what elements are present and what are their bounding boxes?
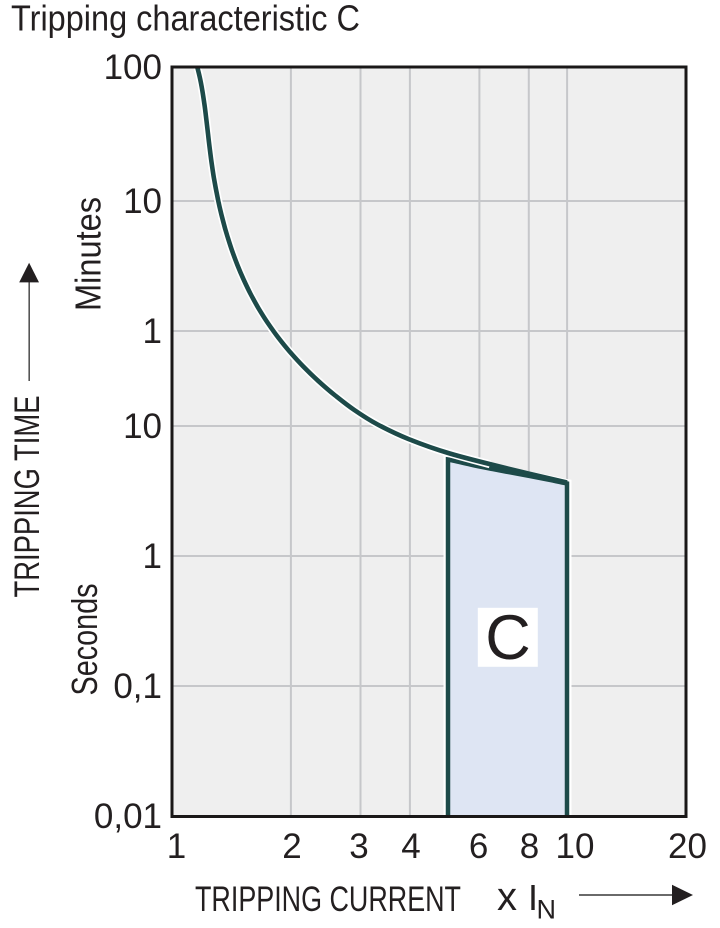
svg-text:3: 3 [349,827,368,866]
svg-text:10: 10 [123,182,162,221]
svg-text:Minutes: Minutes [68,197,109,311]
svg-text:x: x [497,875,517,919]
svg-text:I: I [528,877,538,918]
svg-text:TRIPPING CURRENT: TRIPPING CURRENT [195,879,461,919]
svg-text:6: 6 [469,827,488,866]
svg-text:20: 20 [668,827,707,866]
svg-text:0,1: 0,1 [113,667,162,706]
svg-text:C: C [485,603,531,673]
svg-text:0,01: 0,01 [94,797,162,836]
svg-text:2: 2 [282,827,301,866]
svg-text:10: 10 [556,827,595,866]
svg-text:100: 100 [104,48,162,87]
svg-text:TRIPPING TIME: TRIPPING TIME [7,396,47,598]
svg-text:8: 8 [520,827,539,866]
svg-text:1: 1 [167,827,186,866]
svg-text:1: 1 [143,537,162,576]
svg-text:Tripping characteristic C: Tripping characteristic C [11,0,360,39]
svg-text:N: N [537,895,557,925]
svg-text:Seconds: Seconds [64,584,105,696]
svg-text:10: 10 [123,407,162,446]
svg-text:1: 1 [143,312,162,351]
svg-text:4: 4 [401,827,420,866]
